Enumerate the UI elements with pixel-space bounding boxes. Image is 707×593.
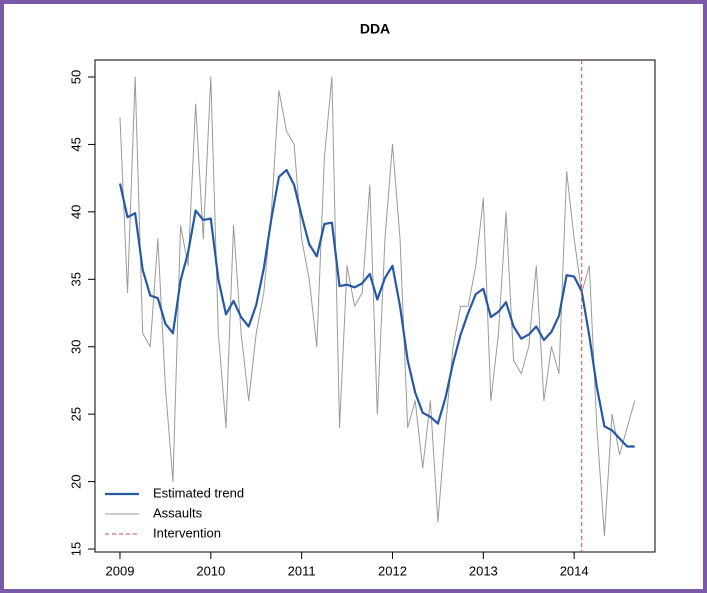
y-tick-label: 35	[68, 272, 83, 286]
y-tick-label: 30	[68, 339, 83, 353]
y-tick-label: 40	[68, 205, 83, 219]
legend-label: Assaults	[153, 505, 203, 520]
x-tick-label: 2013	[469, 563, 498, 578]
x-tick-label: 2010	[196, 563, 225, 578]
series-line	[119, 76, 636, 537]
x-tick-label: 2009	[106, 563, 135, 578]
x-tick-label: 2011	[288, 563, 316, 578]
y-tick-label: 50	[68, 70, 83, 84]
y-tick-label: 20	[68, 474, 83, 488]
chart-title: DDA	[360, 21, 390, 37]
x-tick-label: 2014	[560, 563, 589, 578]
y-tick-label: 45	[68, 137, 83, 151]
y-tick-label: 25	[68, 407, 83, 421]
x-tick-label: 2012	[378, 563, 407, 578]
legend-label: Intervention	[153, 525, 221, 540]
y-tick-label: 15	[68, 542, 83, 556]
series-line	[118, 168, 635, 448]
legend-label: Estimated trend	[153, 485, 244, 500]
plot-box	[94, 59, 656, 553]
